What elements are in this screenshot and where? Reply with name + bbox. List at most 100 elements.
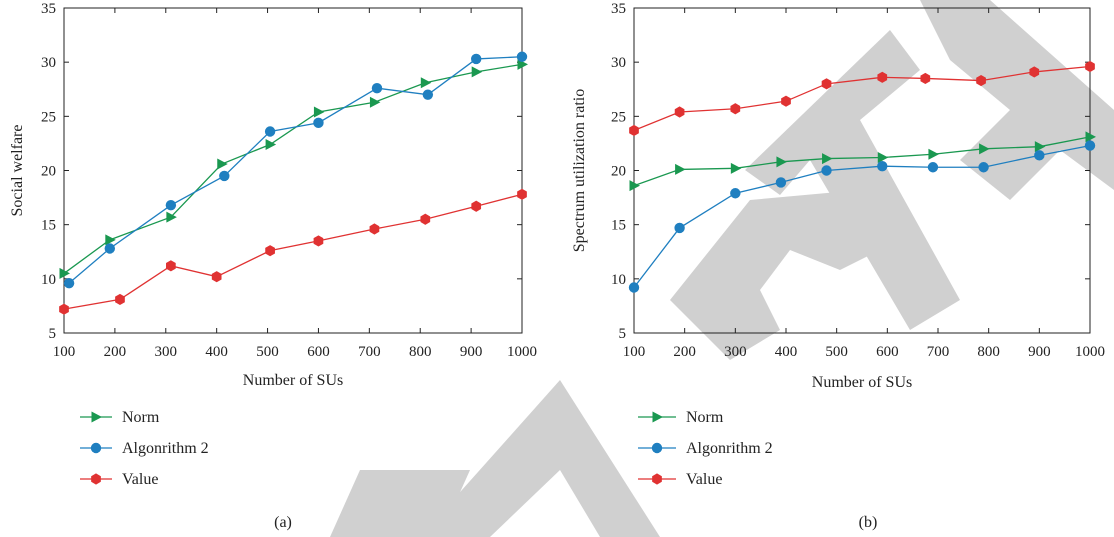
data-point (63, 277, 75, 289)
x-tick-label: 900 (1028, 344, 1051, 360)
data-point (313, 235, 324, 247)
series-value (59, 188, 527, 315)
watermark-letter-e (920, 0, 1114, 200)
data-point (877, 71, 888, 83)
data-point (115, 293, 125, 306)
data-point (1085, 131, 1096, 143)
x-tick-label: 300 (155, 344, 178, 360)
data-point (877, 160, 888, 172)
x-tick-label: 400 (775, 344, 798, 360)
data-point (675, 163, 686, 175)
x-tick-label: 100 (53, 344, 76, 360)
x-tick-label: 700 (927, 344, 950, 360)
series-line (633, 65, 1091, 132)
x-axis-label: Number of SUs (812, 374, 912, 391)
x-tick-label: 1000 (1075, 344, 1105, 360)
data-point (471, 53, 482, 65)
y-tick-label: 20 (611, 164, 626, 180)
y-tick-label: 20 (41, 164, 56, 180)
data-point (471, 66, 483, 78)
data-point (927, 162, 939, 173)
y-tick-label: 5 (49, 326, 57, 342)
y-axis-label: Spectrum utilization ratio (571, 89, 588, 253)
data-point (105, 234, 116, 246)
data-point (781, 95, 791, 107)
legend-marker (91, 411, 102, 423)
data-point (217, 158, 228, 170)
x-tick-label: 500 (825, 344, 848, 360)
data-point (264, 126, 276, 137)
series-line (63, 193, 523, 310)
x-tick-label: 200 (104, 344, 127, 360)
data-point (265, 245, 275, 257)
legend-marker (652, 473, 662, 485)
x-tick-label: 600 (307, 344, 330, 360)
data-point (104, 243, 116, 254)
data-point (877, 152, 889, 163)
data-point (517, 188, 527, 200)
series-line (633, 136, 1091, 187)
series-norm (629, 131, 1096, 192)
x-tick-label: 900 (460, 344, 483, 360)
x-tick-label: 100 (623, 344, 646, 360)
x-axis-label: Number of SUs (243, 372, 343, 389)
data-point (928, 148, 939, 160)
watermark-letter-a (420, 380, 660, 537)
data-point (422, 89, 434, 100)
series-algonrithm-2 (63, 51, 528, 289)
data-point (165, 199, 177, 211)
data-point (920, 72, 931, 85)
data-point (1034, 141, 1046, 153)
data-point (976, 74, 986, 87)
series-line (63, 63, 523, 274)
plot-frame (63, 7, 523, 334)
data-point (978, 162, 989, 173)
x-tick-label: 1000 (507, 344, 537, 360)
data-point (775, 177, 787, 188)
legend-marker (90, 442, 102, 454)
data-point (59, 267, 70, 279)
data-point (821, 165, 832, 176)
watermark-letter-t (745, 30, 960, 330)
x-tick-label: 200 (673, 344, 696, 360)
x-tick-label: 800 (977, 344, 1000, 360)
data-point (313, 106, 325, 118)
x-tick-label: 400 (205, 344, 228, 360)
data-point (265, 139, 277, 150)
caption-b: (b) (859, 514, 878, 531)
data-point (59, 303, 69, 315)
data-point (516, 51, 528, 62)
legend: Norm Algonrithm 2 Value (638, 409, 773, 488)
y-axis-label: Social welfare (9, 125, 26, 217)
data-point (471, 200, 482, 212)
data-point (371, 82, 383, 94)
chart-panel-a: 100 200 300 400 500 600 700 800 900 1000 5 10 15 20 25… (9, 1, 537, 488)
legend-label: Algonrithm 2 (686, 440, 773, 457)
data-point (166, 211, 177, 223)
legend: Norm Algonrithm 2 Value (80, 409, 209, 488)
data-point (674, 222, 685, 234)
data-point (211, 271, 222, 283)
legend-label: Norm (122, 409, 160, 426)
data-point (674, 106, 685, 118)
y-tick-label: 35 (611, 1, 626, 17)
data-point (1084, 140, 1096, 151)
legend-label: Norm (686, 409, 724, 426)
legend-marker (652, 411, 663, 423)
caption-a: (a) (274, 514, 292, 531)
x-tick-label: 800 (409, 344, 432, 360)
data-point (776, 156, 787, 168)
legend-label: Value (122, 471, 158, 488)
y-tick-label: 10 (611, 272, 626, 288)
legend-marker (91, 473, 101, 485)
x-tick-label: 300 (724, 344, 747, 360)
data-point (1029, 66, 1040, 78)
x-tick-label: 700 (358, 344, 381, 360)
x-tick-label: 600 (876, 344, 899, 360)
legend-label: Algonrithm 2 (122, 440, 209, 457)
data-point (313, 117, 324, 129)
y-tick-label: 30 (611, 55, 626, 71)
data-point (822, 153, 833, 165)
x-tick-label: 500 (256, 344, 279, 360)
